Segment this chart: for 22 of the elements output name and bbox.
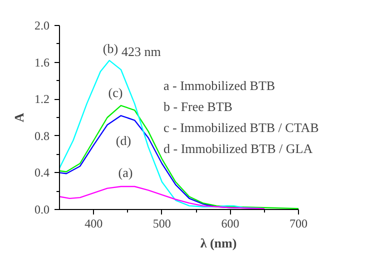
- annotation: 423 nm: [122, 44, 161, 59]
- x-axis-title: λ (nm): [200, 236, 237, 250]
- y-tick-label: 1.6: [34, 55, 50, 70]
- y-tick-label: 1.2: [34, 92, 50, 106]
- x-tick-label: 400: [84, 216, 103, 230]
- line-series: [60, 186, 265, 210]
- annotation: (b): [102, 41, 118, 56]
- y-tick-label: 0.4: [34, 166, 50, 180]
- y-tick-label: 0.0: [34, 202, 50, 216]
- annotation: (c): [108, 85, 123, 100]
- y-tick-label: 0.8: [34, 128, 50, 143]
- y-axis-title: A: [12, 112, 26, 122]
- annotation: b - Free BTB: [164, 99, 233, 114]
- x-tick-label: 700: [290, 216, 308, 230]
- annotation: d - Immobilized BTB / GLA: [164, 141, 314, 156]
- y-tick-label: 2.0: [34, 18, 50, 32]
- x-tick-label: 500: [152, 216, 171, 230]
- annotation: (d): [116, 133, 132, 148]
- annotation: c - Immobilized BTB / CTAB: [164, 120, 320, 135]
- annotation: a - Immobilized BTB: [164, 78, 276, 93]
- x-tick-label: 600: [221, 216, 240, 230]
- annotation: (a): [118, 165, 133, 180]
